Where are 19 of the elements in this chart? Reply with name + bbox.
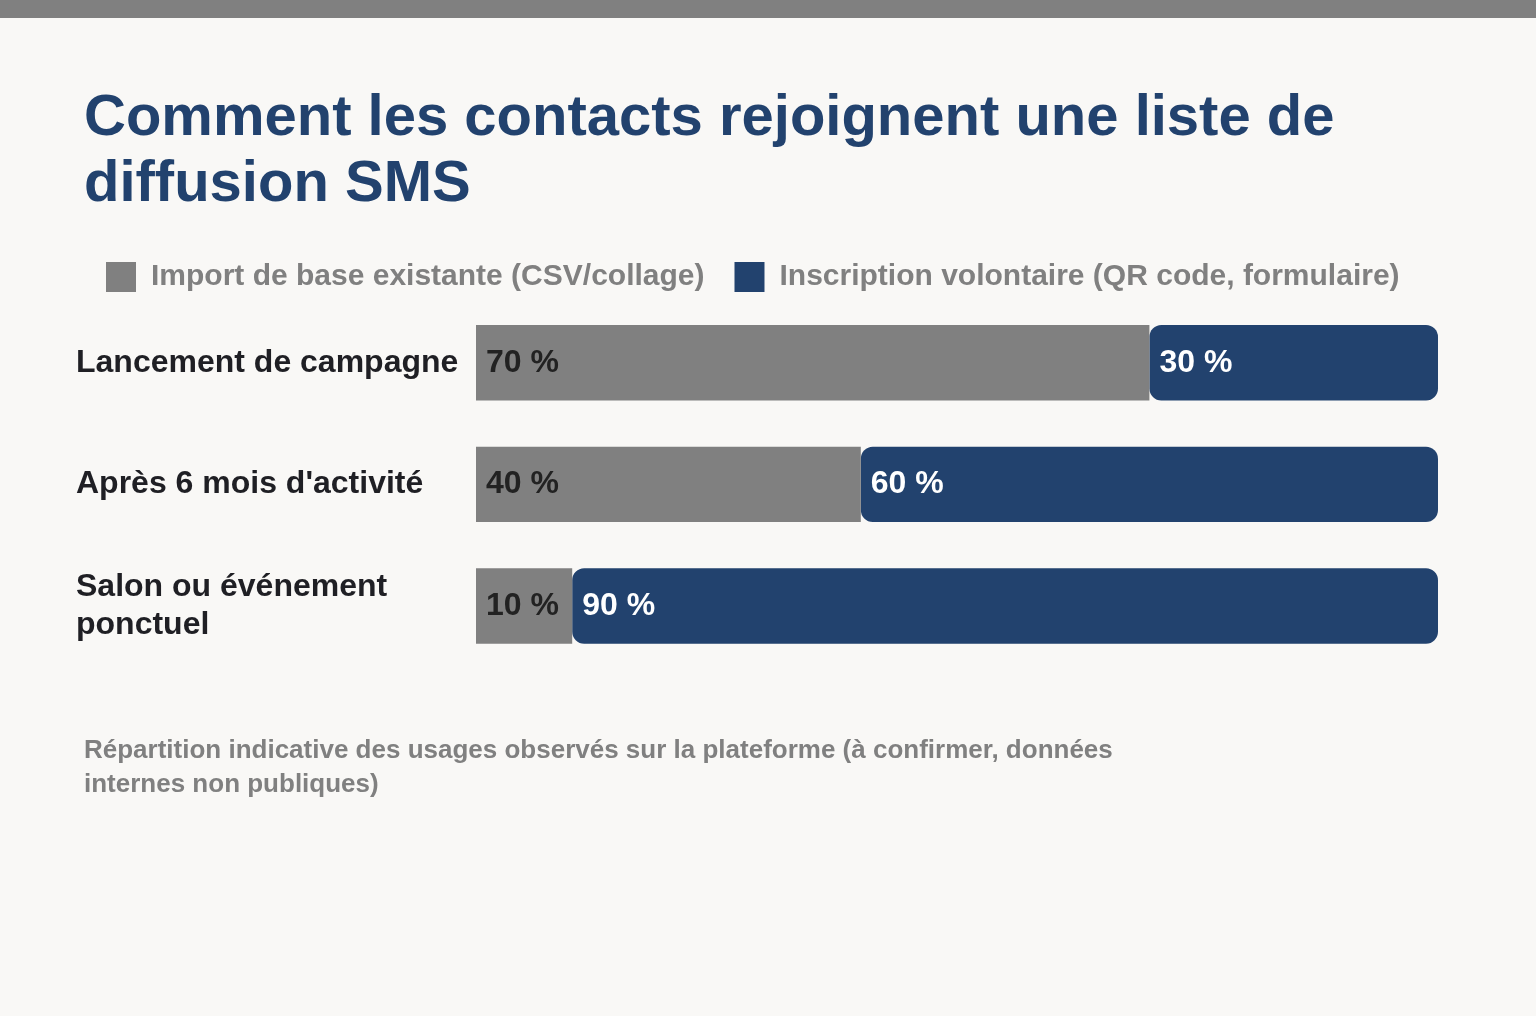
data-label: 70 % — [486, 342, 559, 379]
bar — [476, 446, 861, 523]
bar — [476, 325, 1150, 401]
legend-label: Inscription volontaire (QR code, formulaire) — [779, 258, 1400, 292]
y-tick-label: Salon ou événement ponctuel — [76, 566, 388, 642]
data-label: 10 % — [486, 585, 559, 622]
bar — [476, 568, 573, 644]
data-label: 30 % — [1159, 342, 1233, 379]
data-label: 60 % — [870, 464, 944, 501]
text: Répartition indicative des usages observés sur la plateforme (à confirmer, données internes non publiques) — [84, 733, 1114, 800]
data-label: 90 % — [582, 585, 656, 622]
bar — [1149, 325, 1438, 401]
bar — [860, 446, 1438, 523]
y-tick-label: Lancement de campagne — [76, 342, 459, 379]
data-label: 40 % — [486, 464, 559, 501]
legend-label: Import de base existante (CSV/collage) — [151, 258, 705, 292]
bar — [572, 568, 1438, 644]
chart-title: Comment les contacts rejoignent une liste de diffusion SMS — [84, 82, 1336, 214]
y-tick-label: Après 6 mois d'activité — [76, 464, 424, 501]
